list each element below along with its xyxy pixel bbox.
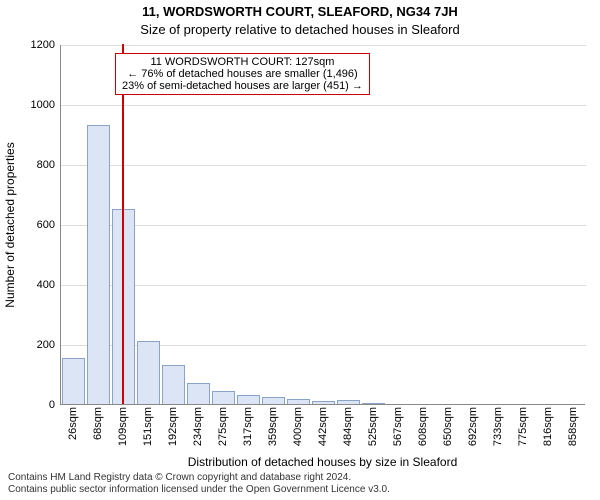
- histogram-bar: [337, 400, 361, 404]
- x-tick-label: 109sqm: [117, 407, 129, 446]
- histogram-bar: [362, 403, 386, 405]
- annotation-line: 23% of semi-detached houses are larger (…: [122, 80, 363, 92]
- histogram-bar: [137, 341, 161, 404]
- x-tick-label: 442sqm: [317, 407, 329, 446]
- x-tick-label: 151sqm: [142, 407, 154, 446]
- histogram-bar: [87, 125, 111, 404]
- x-axis-label: Distribution of detached houses by size …: [60, 455, 585, 469]
- y-tick-label: 1200: [15, 39, 55, 51]
- x-tick-label: 775sqm: [517, 407, 529, 446]
- x-tick-label: 275sqm: [217, 407, 229, 446]
- histogram-bar: [287, 399, 311, 404]
- page-subtitle: Size of property relative to detached ho…: [0, 22, 600, 37]
- x-tick-label: 317sqm: [242, 407, 254, 446]
- annotation-line: 11 WORDSWORTH COURT: 127sqm: [122, 56, 363, 68]
- x-tick-label: 68sqm: [92, 407, 104, 440]
- grid-line: [61, 45, 586, 46]
- histogram-bar: [262, 397, 286, 405]
- footer-attribution: Contains HM Land Registry data © Crown c…: [8, 472, 390, 496]
- grid-line: [61, 225, 586, 226]
- x-tick-label: 858sqm: [567, 407, 579, 446]
- x-tick-label: 608sqm: [417, 407, 429, 446]
- x-tick-label: 733sqm: [492, 407, 504, 446]
- x-tick-label: 192sqm: [167, 407, 179, 446]
- y-tick-label: 1000: [15, 99, 55, 111]
- x-tick-label: 816sqm: [542, 407, 554, 446]
- footer-line: Contains public sector information licen…: [8, 484, 390, 496]
- histogram-bar: [212, 391, 236, 405]
- histogram-bar: [162, 365, 186, 404]
- grid-line: [61, 285, 586, 286]
- histogram-bar: [237, 395, 261, 404]
- x-tick-label: 400sqm: [292, 407, 304, 446]
- x-tick-label: 484sqm: [342, 407, 354, 446]
- y-tick-label: 600: [15, 219, 55, 231]
- property-marker-line: [122, 44, 124, 404]
- annotation-box: 11 WORDSWORTH COURT: 127sqm← 76% of deta…: [115, 53, 370, 95]
- x-tick-label: 359sqm: [267, 407, 279, 446]
- y-tick-label: 200: [15, 339, 55, 351]
- x-tick-label: 234sqm: [192, 407, 204, 446]
- footer-line: Contains HM Land Registry data © Crown c…: [8, 472, 390, 484]
- histogram-bar: [187, 383, 211, 404]
- chart-container: 11, WORDSWORTH COURT, SLEAFORD, NG34 7JH…: [0, 0, 600, 500]
- grid-line: [61, 165, 586, 166]
- histogram-bar: [62, 358, 86, 405]
- histogram-bar: [312, 401, 336, 404]
- grid-line: [61, 105, 586, 106]
- y-tick-label: 400: [15, 279, 55, 291]
- x-tick-label: 26sqm: [67, 407, 79, 440]
- y-tick-label: 0: [15, 399, 55, 411]
- x-tick-label: 650sqm: [442, 407, 454, 446]
- page-title: 11, WORDSWORTH COURT, SLEAFORD, NG34 7JH: [0, 4, 600, 19]
- chart-area: Number of detached properties Distributi…: [60, 45, 585, 405]
- annotation-line: ← 76% of detached houses are smaller (1,…: [122, 68, 363, 80]
- y-tick-label: 800: [15, 159, 55, 171]
- x-tick-label: 567sqm: [392, 407, 404, 446]
- plot-region: [60, 45, 585, 405]
- x-tick-label: 525sqm: [367, 407, 379, 446]
- x-tick-label: 692sqm: [467, 407, 479, 446]
